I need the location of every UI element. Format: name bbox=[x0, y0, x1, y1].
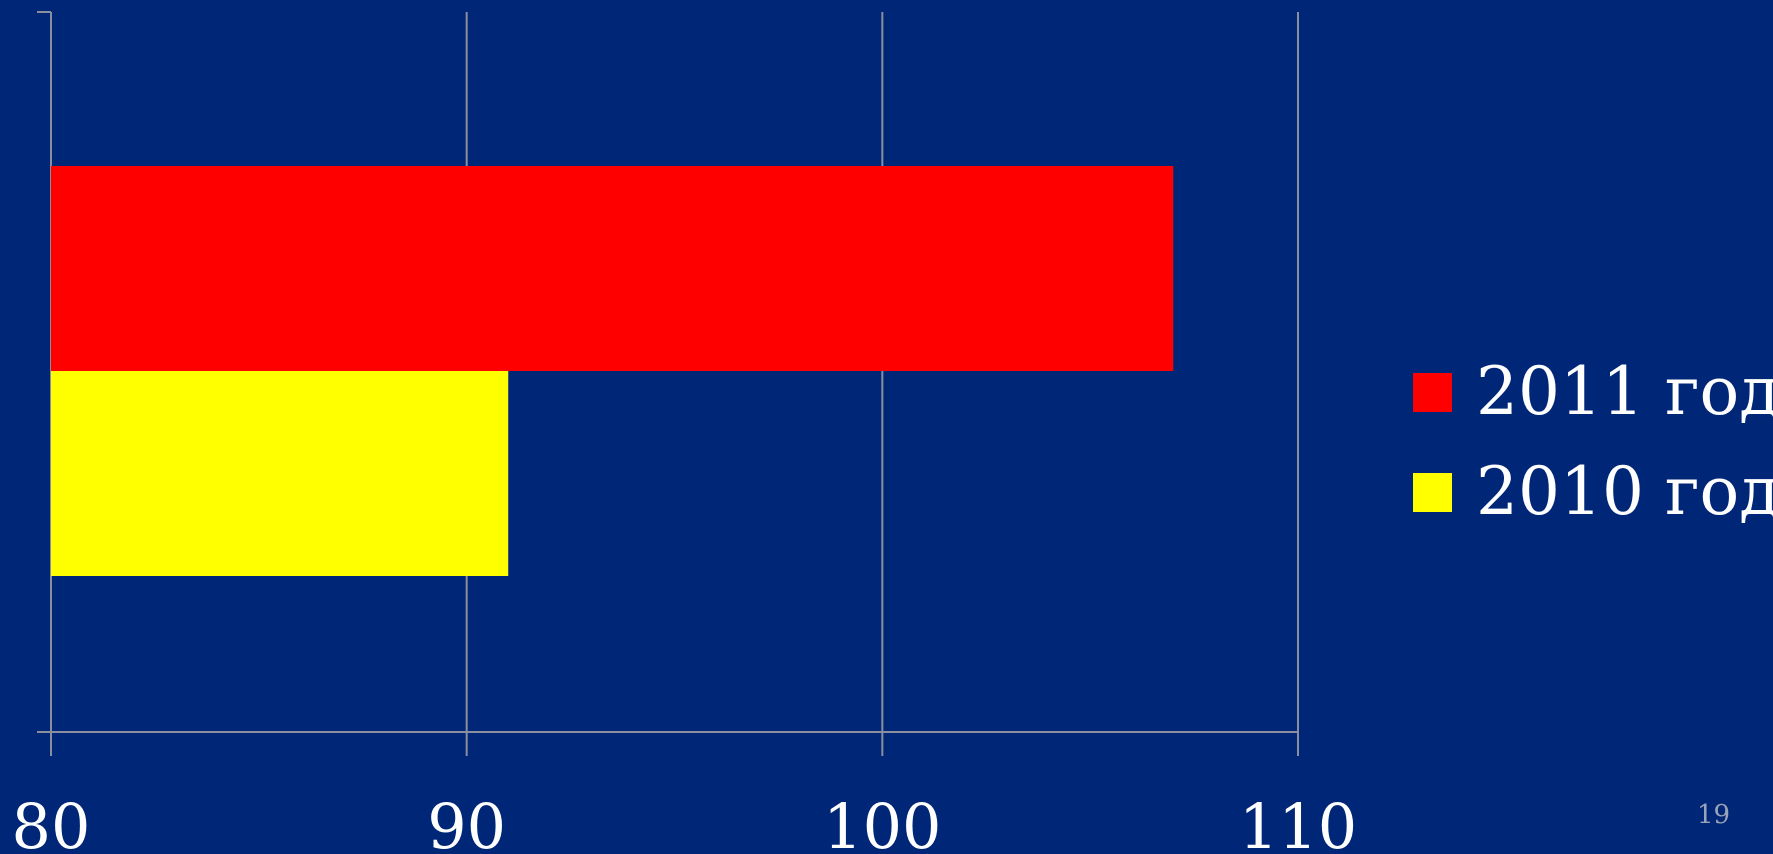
legend-item-2010: 2010 год bbox=[1413, 442, 1773, 542]
chart-gridlines bbox=[465, 12, 1299, 732]
legend: 2011 год 2010 год bbox=[1413, 342, 1773, 542]
bar-2011-год bbox=[51, 166, 1174, 371]
x-axis-tick-labels: 80 90 100 110 bbox=[12, 790, 1358, 854]
x-tick-label-100: 100 bbox=[823, 790, 941, 854]
legend-swatch-2010 bbox=[1413, 472, 1452, 512]
chart-bars bbox=[51, 166, 1174, 576]
bar-2010-год bbox=[51, 371, 509, 576]
x-tick-label-90: 90 bbox=[427, 790, 506, 854]
x-tick-label-110: 110 bbox=[1239, 790, 1357, 854]
x-tick-label-80: 80 bbox=[12, 790, 91, 854]
legend-label-2011: 2011 год bbox=[1476, 353, 1773, 430]
legend-swatch-2011 bbox=[1413, 372, 1452, 412]
page-number: 19 bbox=[1697, 800, 1731, 830]
legend-item-2011: 2011 год bbox=[1413, 342, 1773, 442]
legend-label-2010: 2010 год bbox=[1476, 453, 1773, 530]
